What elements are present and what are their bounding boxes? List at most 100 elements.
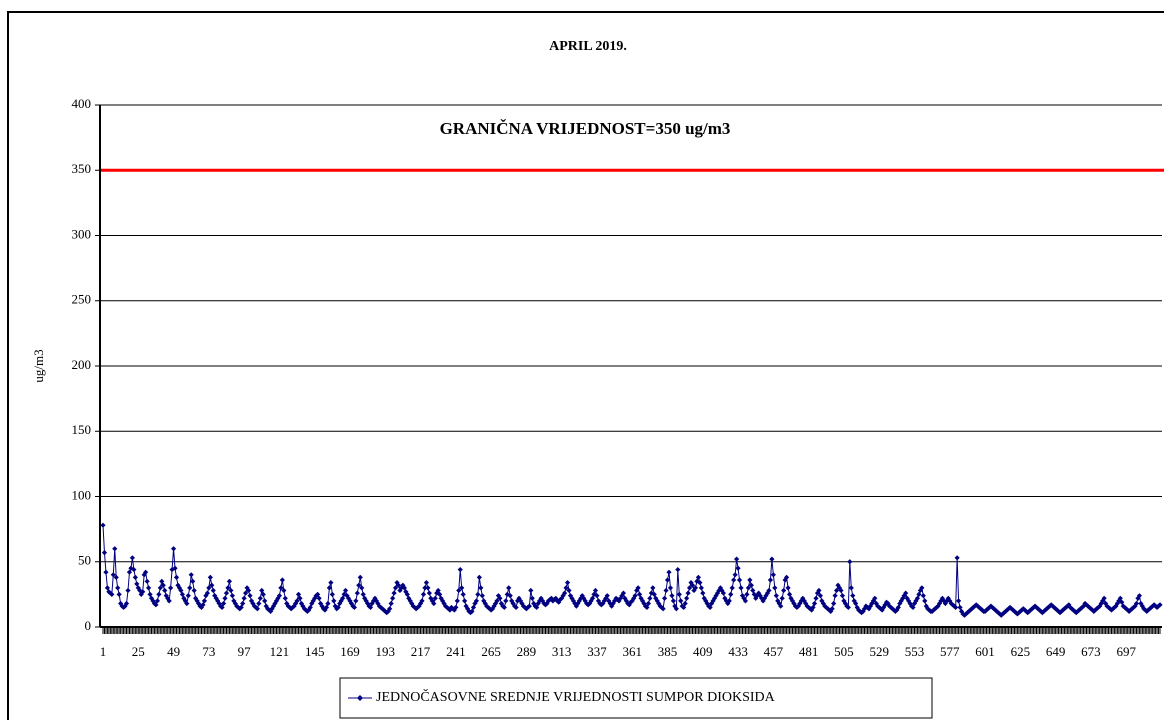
data-point: [245, 587, 252, 594]
data-point: [592, 587, 599, 594]
data-point: [538, 595, 544, 601]
data-point: [756, 590, 762, 596]
data-point: [667, 585, 674, 591]
data-point: [244, 585, 250, 591]
data-point: [228, 587, 234, 594]
data-point: [628, 599, 634, 605]
data-point: [942, 600, 948, 607]
reference-label: GRANIČNA VRIJEDNOST=350 ug/m3: [440, 119, 731, 138]
data-point: [963, 611, 969, 617]
data-point: [160, 582, 166, 588]
data-point: [745, 585, 751, 591]
data-point: [135, 585, 141, 591]
data-point: [988, 603, 994, 609]
data-point: [867, 603, 873, 609]
data-point: [910, 604, 916, 611]
data-point: [404, 591, 410, 597]
data-point: [714, 590, 721, 596]
data-point: [597, 600, 603, 607]
data-point: [487, 606, 493, 612]
data-point: [645, 600, 652, 607]
data-point: [1111, 604, 1118, 611]
data-point: [738, 585, 744, 591]
data-point: [257, 595, 263, 601]
data-point: [125, 587, 131, 594]
data-point: [744, 591, 750, 597]
data-point: [747, 577, 753, 583]
data-point: [908, 603, 915, 609]
data-point: [653, 595, 659, 601]
data-point: [1086, 604, 1093, 611]
data-point: [1108, 607, 1115, 613]
data-point: [589, 595, 596, 601]
data-point: [850, 593, 856, 599]
data-point: [526, 603, 532, 609]
data-point: [494, 598, 500, 604]
data-point: [1029, 606, 1035, 612]
legend-marker: [357, 695, 363, 701]
data-point: [1117, 595, 1123, 601]
data-point: [598, 602, 604, 608]
x-tick-label: 145: [305, 644, 325, 659]
data-point: [672, 603, 678, 609]
data-point: [337, 600, 343, 607]
data-point: [970, 604, 976, 611]
data-point: [188, 572, 194, 578]
data-point: [791, 600, 797, 607]
data-point: [200, 602, 206, 608]
data-point: [751, 591, 757, 597]
data-point: [417, 600, 424, 607]
data-point: [581, 595, 587, 601]
data-point: [441, 600, 447, 607]
data-point: [983, 607, 990, 613]
data-point: [876, 604, 882, 611]
data-point: [567, 593, 574, 599]
data-point: [109, 591, 115, 597]
data-point: [986, 604, 993, 611]
data-point: [363, 598, 369, 604]
data-point: [1004, 607, 1010, 613]
data-point: [1151, 602, 1157, 608]
data-point: [329, 591, 335, 597]
data-point: [103, 569, 109, 575]
data-point: [453, 604, 459, 611]
data-point: [357, 574, 363, 581]
data-point: [1032, 603, 1038, 609]
data-point: [165, 595, 171, 601]
data-point: [957, 604, 963, 611]
data-point: [631, 595, 637, 601]
data-point: [478, 585, 484, 591]
data-point: [1007, 604, 1013, 611]
data-point: [469, 608, 475, 614]
data-point: [473, 598, 480, 604]
data-point: [661, 595, 668, 601]
data-point: [193, 595, 199, 601]
data-point: [576, 598, 582, 604]
data-point: [967, 607, 973, 613]
y-tick-label: 150: [72, 422, 92, 437]
data-point: [503, 598, 509, 604]
data-point: [319, 603, 325, 609]
data-point: [191, 587, 197, 594]
data-point: [519, 600, 525, 607]
data-point: [115, 585, 121, 591]
data-point: [1119, 599, 1125, 605]
x-tick-label: 673: [1081, 644, 1101, 659]
data-point: [732, 572, 738, 578]
x-tick-label: 361: [622, 644, 642, 659]
data-point: [347, 598, 353, 604]
data-point: [697, 580, 703, 586]
data-point: [695, 574, 701, 581]
data-point: [911, 600, 918, 607]
data-point: [553, 595, 559, 601]
x-tick-label: 73: [202, 644, 215, 659]
data-point: [279, 577, 285, 583]
data-point: [1017, 608, 1023, 614]
data-point: [764, 590, 771, 596]
data-point: [1050, 603, 1056, 609]
data-point: [709, 600, 715, 607]
data-point: [789, 598, 796, 604]
data-point: [366, 603, 372, 609]
data-point: [647, 595, 653, 601]
data-point: [1044, 606, 1050, 612]
